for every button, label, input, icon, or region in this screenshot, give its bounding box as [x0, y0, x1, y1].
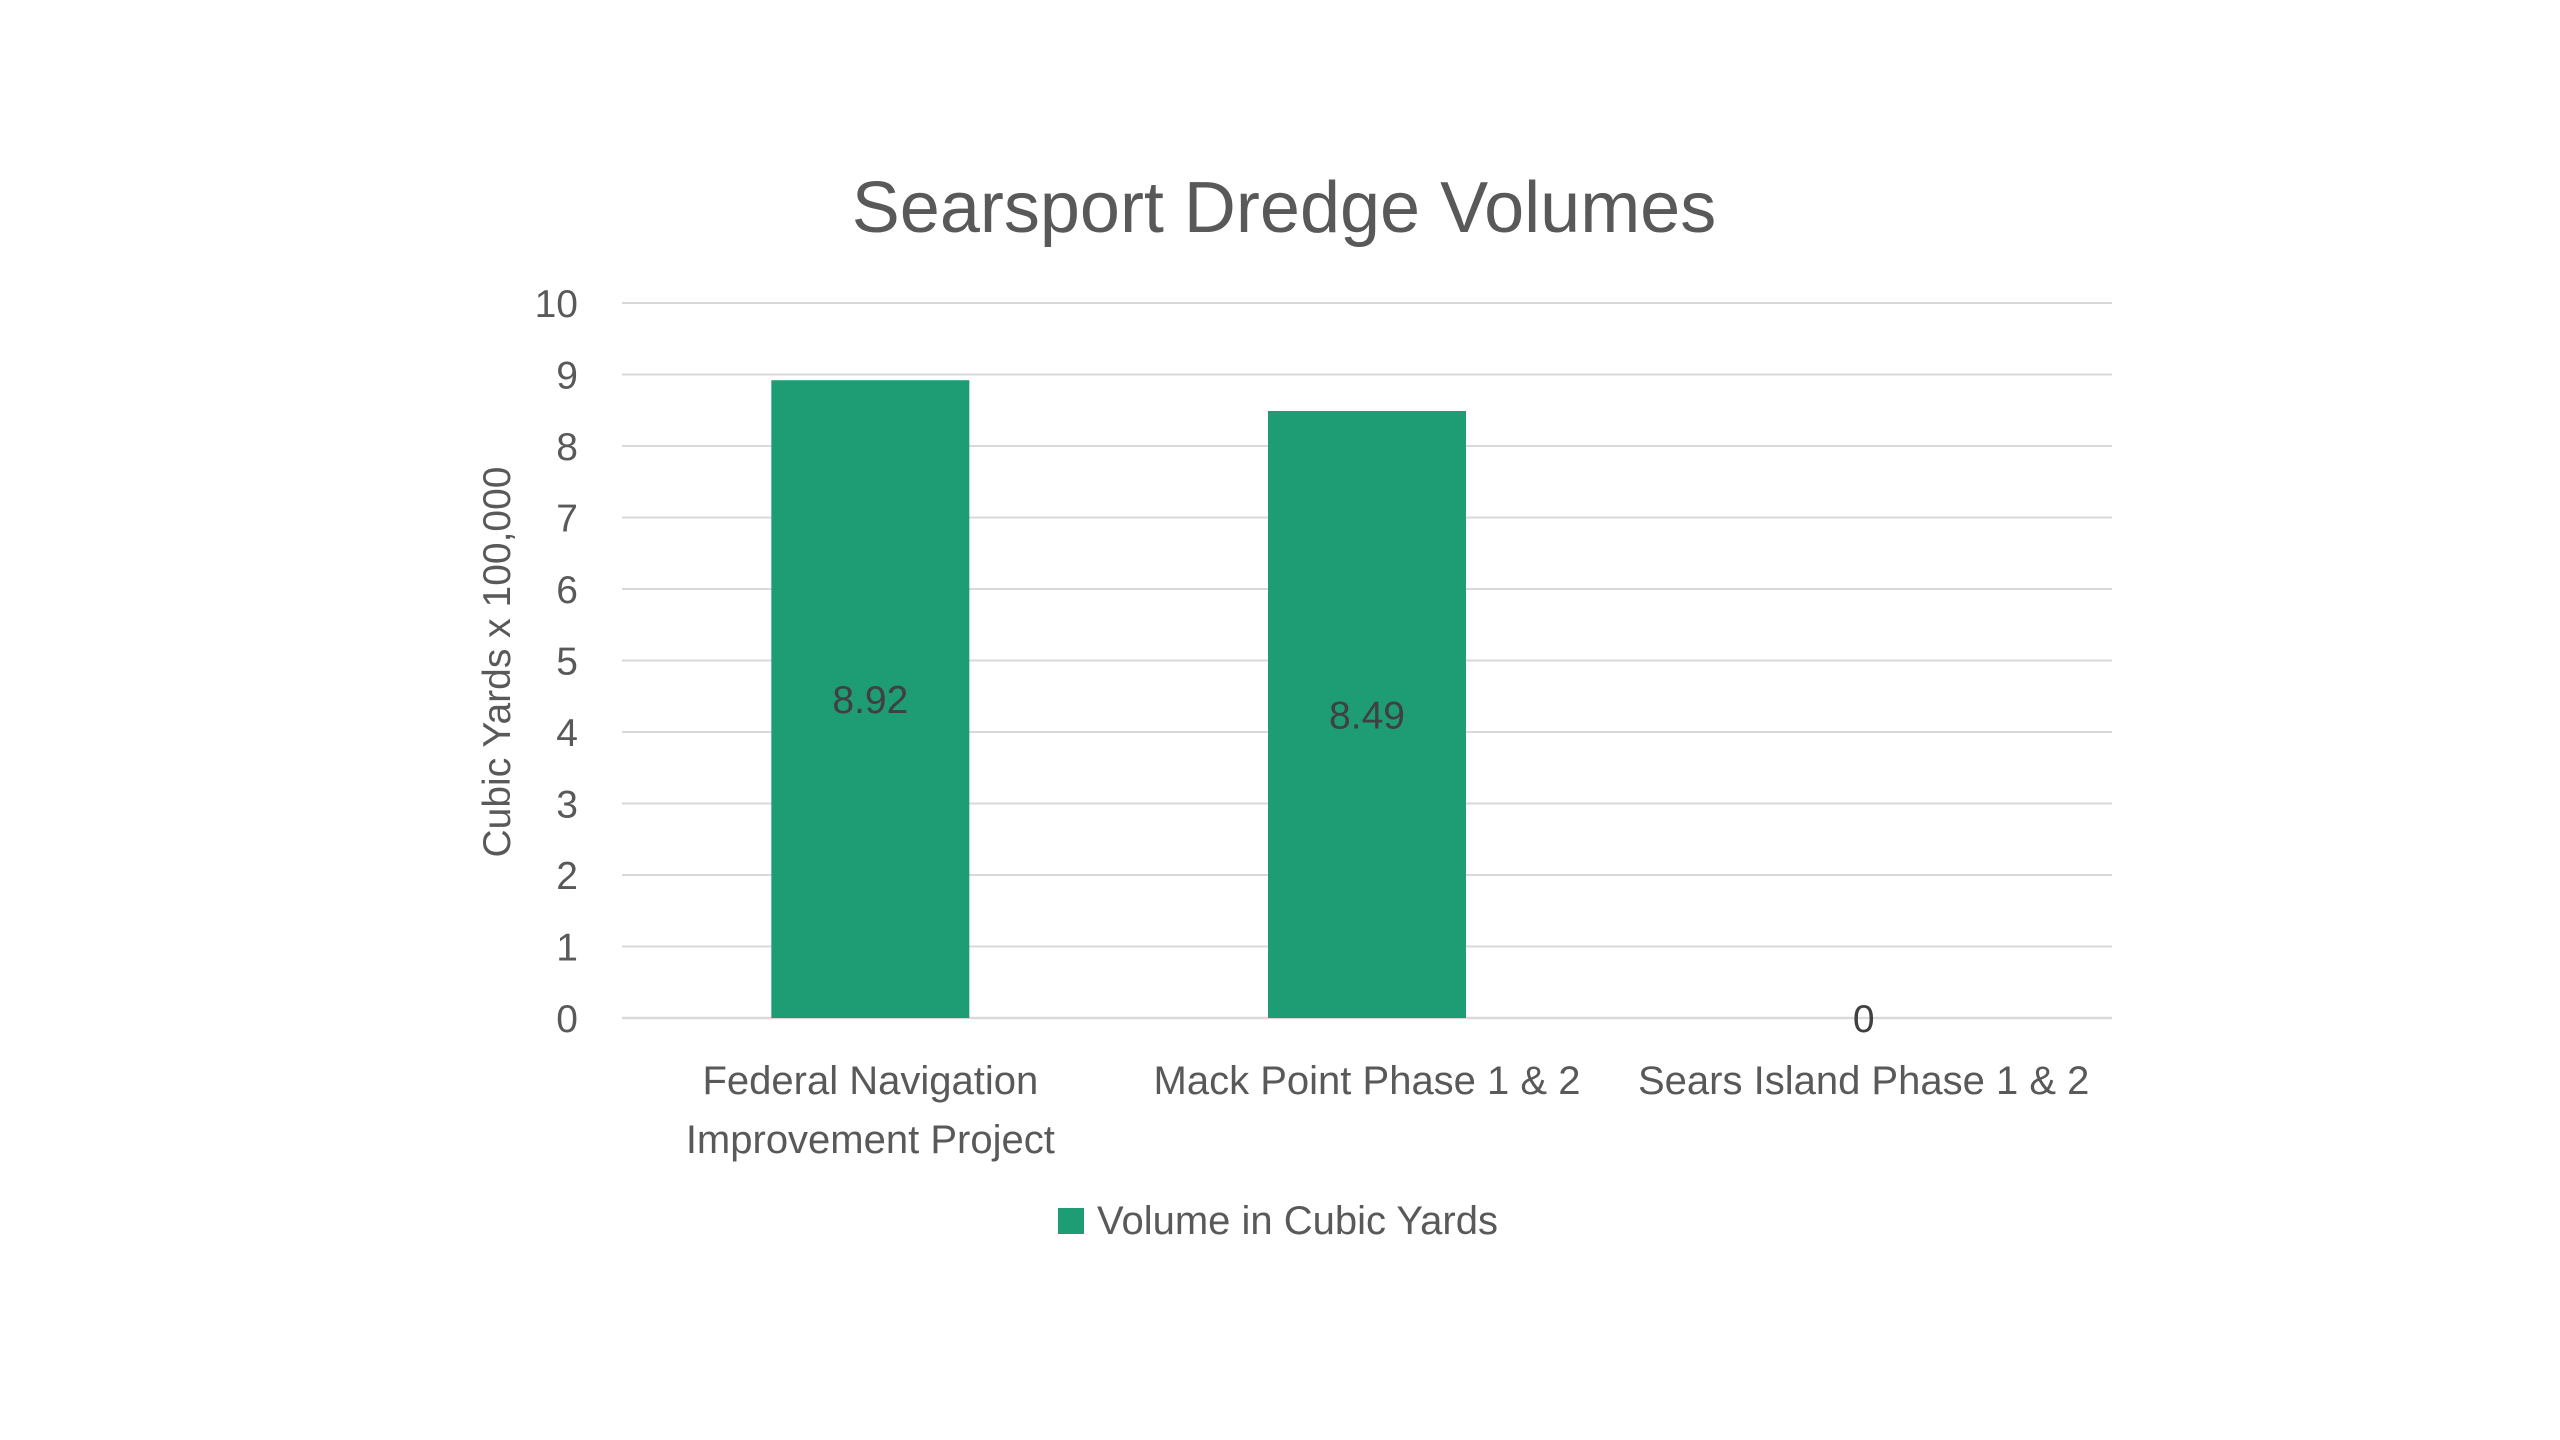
bars [771, 380, 1466, 1019]
x-category-label: Federal Navigation [702, 1059, 1038, 1103]
data-label: 8.92 [832, 679, 908, 722]
legend-label: Volume in Cubic Yards [1097, 1199, 1498, 1243]
y-tick-label: 3 [556, 784, 578, 827]
x-category-label: Mack Point Phase 1 & 2 [1154, 1059, 1581, 1103]
y-tick-label: 7 [556, 498, 578, 541]
y-tick-label: 4 [556, 712, 578, 755]
data-label: 8.49 [1329, 694, 1405, 737]
x-category-label: Improvement Project [686, 1118, 1055, 1162]
y-tick-label: 6 [556, 569, 578, 612]
chart-title: Searsport Dredge Volumes [852, 168, 1716, 248]
legend: Volume in Cubic Yards [1058, 1199, 1498, 1243]
y-tick-label: 8 [556, 426, 578, 469]
legend-swatch [1058, 1208, 1084, 1234]
data-labels: 8.92 8.49 0 [832, 679, 1874, 1041]
y-tick-label: 10 [535, 283, 578, 326]
y-tick-label: 0 [556, 998, 578, 1041]
y-tick-label: 9 [556, 355, 578, 398]
y-tick-label: 1 [556, 927, 578, 970]
x-category-label: Sears Island Phase 1 & 2 [1638, 1059, 2089, 1103]
bar [771, 380, 970, 1019]
y-axis-title: Cubic Yards x 100,000 [476, 467, 519, 858]
y-tick-label: 5 [556, 641, 578, 684]
y-axis-ticks: 0 1 2 3 4 5 6 7 8 9 10 [535, 283, 578, 1041]
bar [1268, 410, 1466, 1019]
y-tick-label: 2 [556, 855, 578, 898]
data-label: 0 [1853, 998, 1875, 1041]
x-axis-categories: Federal Navigation Improvement Project Mac… [686, 1059, 2090, 1162]
